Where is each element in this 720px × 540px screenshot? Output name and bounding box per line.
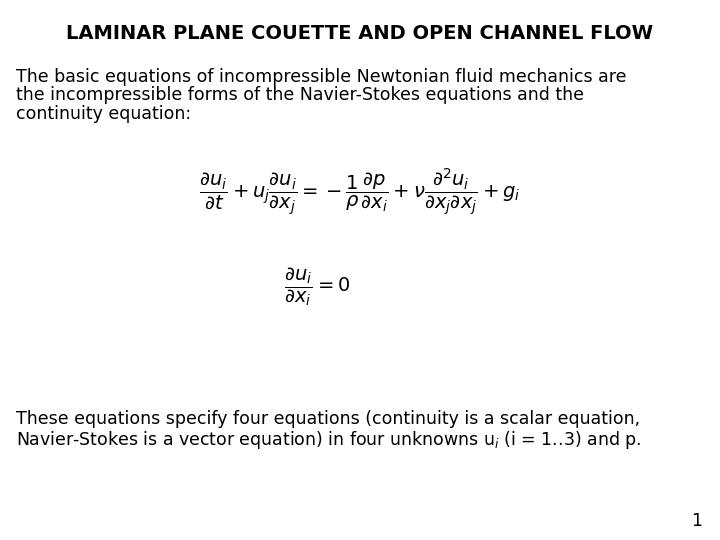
Text: the incompressible forms of the Navier-Stokes equations and the: the incompressible forms of the Navier-S… (16, 86, 584, 104)
Text: The basic equations of incompressible Newtonian fluid mechanics are: The basic equations of incompressible Ne… (16, 68, 626, 85)
Text: Navier-Stokes is a vector equation) in four unknowns u$_i$ (i = 1..3) and p.: Navier-Stokes is a vector equation) in f… (16, 429, 641, 451)
Text: 1: 1 (691, 512, 702, 530)
Text: continuity equation:: continuity equation: (16, 105, 191, 123)
Text: LAMINAR PLANE COUETTE AND OPEN CHANNEL FLOW: LAMINAR PLANE COUETTE AND OPEN CHANNEL F… (66, 24, 654, 43)
Text: $\dfrac{\partial u_i}{\partial x_i} = 0$: $\dfrac{\partial u_i}{\partial x_i} = 0$ (284, 265, 350, 308)
Text: $\dfrac{\partial u_i}{\partial t} + u_j \dfrac{\partial u_i}{\partial x_j} = -\d: $\dfrac{\partial u_i}{\partial t} + u_j … (199, 166, 521, 217)
Text: These equations specify four equations (continuity is a scalar equation,: These equations specify four equations (… (16, 410, 640, 428)
